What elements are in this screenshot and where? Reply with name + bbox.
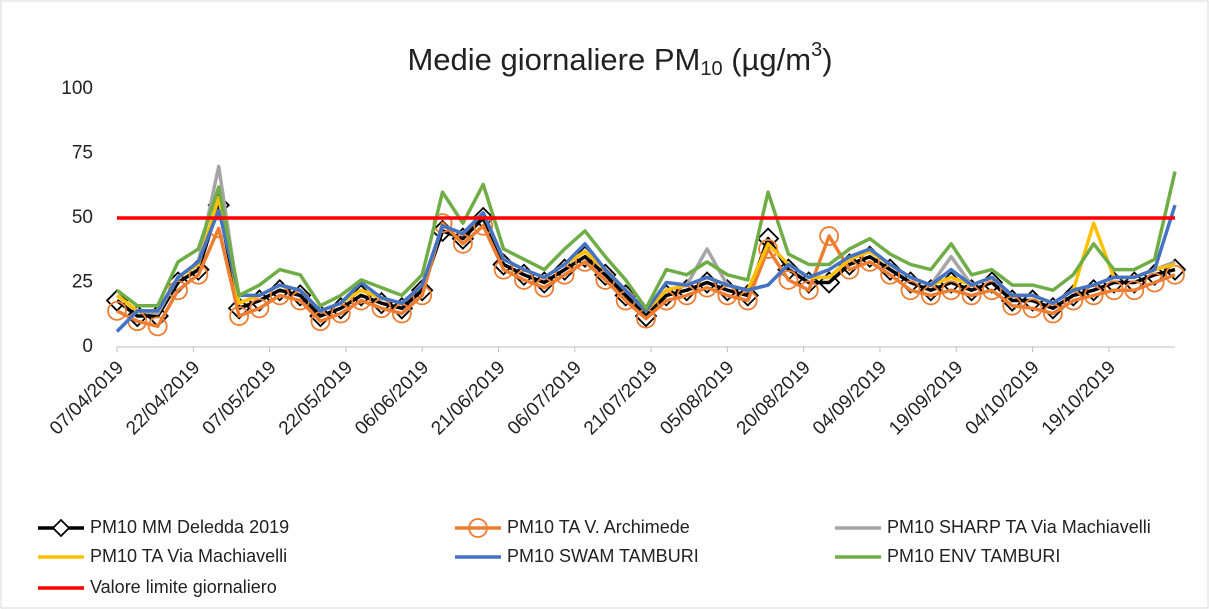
marker [1000, 289, 1024, 312]
title-part: ) [822, 42, 832, 77]
marker [1144, 272, 1165, 293]
legend-label: Valore limite giornaliero [90, 577, 277, 597]
marker [1061, 284, 1085, 307]
y-tick-label: 75 [72, 143, 93, 164]
marker [288, 284, 312, 307]
y-tick-label: 0 [82, 336, 93, 357]
marker [147, 316, 168, 337]
marker [817, 271, 841, 294]
marker [594, 263, 617, 287]
marker [900, 280, 921, 301]
legend-label: PM10 SHARP TA Via Machiavelli [887, 517, 1151, 537]
y-tick-label: 50 [72, 207, 93, 228]
marker [941, 280, 962, 301]
legend-label: PM10 ENV TAMBURI [887, 546, 1060, 566]
y-tick-label: 100 [61, 78, 93, 99]
series-line [115, 171, 1177, 311]
marker [532, 271, 556, 294]
marker [410, 278, 434, 302]
marker [819, 226, 840, 246]
series-line [115, 204, 1177, 333]
marker [553, 258, 576, 281]
legend-label: PM10 TA V. Archimede [507, 517, 690, 537]
marker [1022, 298, 1043, 319]
marker [981, 280, 1002, 301]
legend-marker [468, 518, 488, 538]
legend-label: PM10 TA Via Machiavelli [90, 546, 287, 566]
marker [878, 258, 902, 281]
marker [919, 278, 943, 302]
legend-label: PM10 MM Deledda 2019 [90, 517, 289, 537]
marker [797, 271, 821, 294]
title-part: (µg/m [723, 42, 811, 77]
marker [229, 306, 249, 326]
legend-marker [51, 518, 71, 538]
marker [1104, 280, 1124, 301]
marker [960, 278, 983, 302]
title-part: Medie giornaliere PM [407, 42, 700, 77]
chart-title: Medie giornaliere PM10 (µg/m3) [407, 39, 832, 80]
marker [107, 300, 127, 321]
marker [736, 284, 760, 307]
marker [1123, 271, 1146, 294]
marker [249, 298, 270, 319]
marker [758, 239, 778, 259]
marker [390, 297, 414, 320]
title-superscript: 3 [811, 39, 822, 61]
marker [778, 270, 799, 290]
legend-label: PM10 SWAM TAMBURI [507, 546, 699, 566]
y-tick-label: 25 [72, 272, 93, 293]
marker [1041, 297, 1065, 320]
marker [227, 297, 251, 320]
marker [798, 280, 819, 301]
title-subscript: 10 [700, 58, 722, 80]
marker [1124, 280, 1145, 301]
